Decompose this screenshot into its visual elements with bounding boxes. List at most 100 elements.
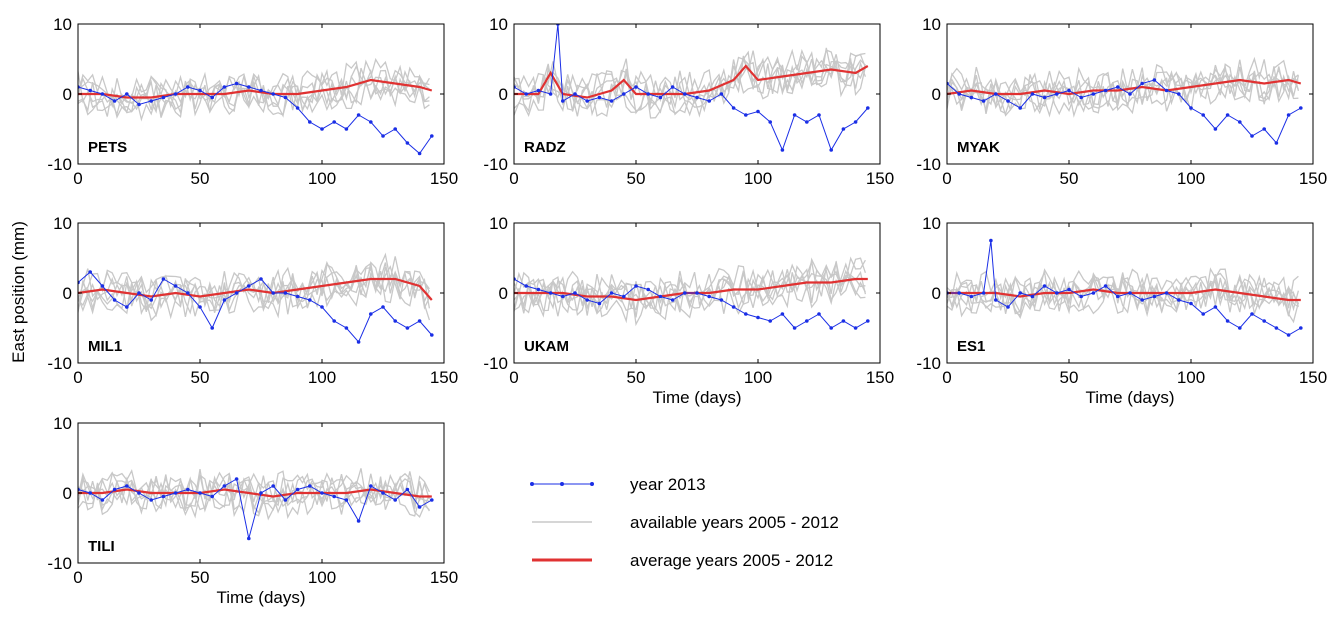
year-2013-point bbox=[536, 88, 541, 93]
year-2013-point bbox=[112, 99, 117, 103]
year-2013-point bbox=[1116, 85, 1120, 89]
y-tick-label: 0 bbox=[499, 284, 508, 303]
y-tick-label: -10 bbox=[483, 155, 508, 174]
y-tick-label: -10 bbox=[47, 354, 72, 373]
year-2013-point bbox=[283, 498, 288, 502]
year-2013-point bbox=[405, 326, 410, 330]
year-2013-point bbox=[1103, 88, 1108, 93]
x-tick-label: 0 bbox=[509, 368, 518, 387]
year-2013-point bbox=[295, 106, 300, 110]
year-2013-point bbox=[1055, 92, 1059, 96]
year-2013-point bbox=[731, 106, 736, 110]
year-2013-point bbox=[417, 151, 422, 156]
year-2013-point bbox=[957, 291, 961, 295]
plot-area bbox=[78, 252, 434, 344]
y-tick-label: 0 bbox=[63, 85, 72, 104]
y-tick-label: -10 bbox=[916, 354, 941, 373]
year-2013-point bbox=[320, 127, 324, 131]
legend-label-available: available years 2005 - 2012 bbox=[630, 513, 839, 532]
year-2013-point bbox=[744, 312, 748, 316]
y-tick-label: 0 bbox=[499, 85, 508, 104]
year-2013-point bbox=[369, 484, 373, 488]
x-tick-label: 150 bbox=[866, 169, 894, 188]
year-2013-point bbox=[1189, 301, 1193, 306]
year-2013-point bbox=[609, 99, 614, 103]
year-2013-point bbox=[1018, 291, 1022, 295]
year-2013-point bbox=[573, 92, 577, 96]
plot-area bbox=[947, 238, 1303, 337]
x-tick-label: 100 bbox=[1177, 368, 1205, 387]
year-2013-point bbox=[161, 494, 166, 499]
year-2013-point bbox=[1299, 106, 1303, 110]
year-2013-point bbox=[198, 305, 202, 309]
year-2013-point bbox=[780, 148, 785, 152]
x-tick-label: 150 bbox=[430, 169, 458, 188]
year-2013-point bbox=[1079, 294, 1083, 299]
year-2013-point bbox=[719, 92, 724, 96]
available-years-line bbox=[78, 477, 430, 517]
year-2013-point bbox=[1030, 294, 1035, 299]
year-2013-point bbox=[524, 284, 528, 288]
year-2013-point bbox=[173, 92, 178, 96]
x-tick-label: 50 bbox=[191, 568, 210, 587]
available-years-line bbox=[78, 65, 430, 114]
available-years-line bbox=[947, 64, 1299, 109]
year-2013-point bbox=[792, 326, 797, 330]
year-2013-point bbox=[393, 498, 398, 502]
year-2013-point bbox=[356, 519, 361, 523]
year-2013-point bbox=[210, 494, 214, 499]
year-2013-point bbox=[805, 120, 809, 124]
y-tick-label: 10 bbox=[53, 214, 72, 233]
available-years-line bbox=[514, 58, 867, 115]
year-2013-point bbox=[247, 536, 251, 541]
year-2013-point bbox=[1250, 312, 1254, 316]
year-2013-point bbox=[271, 291, 276, 295]
year-2013-point bbox=[161, 277, 166, 281]
year-2013-point bbox=[853, 120, 858, 124]
year-2013-point bbox=[271, 484, 276, 488]
year-2013-point bbox=[186, 291, 190, 295]
y-tick-label: 10 bbox=[922, 214, 941, 233]
available-years-line bbox=[78, 252, 430, 308]
year-2013-point bbox=[1006, 99, 1010, 103]
year-2013-point bbox=[1152, 78, 1157, 82]
year-2013-point bbox=[817, 312, 821, 316]
x-tick-label: 50 bbox=[1060, 169, 1079, 188]
year-2013-point bbox=[1055, 291, 1059, 295]
year-2013-point bbox=[561, 99, 565, 103]
year-2013-point bbox=[1030, 92, 1035, 96]
available-years-line bbox=[514, 256, 866, 308]
year-2013-point bbox=[1091, 92, 1096, 96]
year-2013-point bbox=[137, 491, 141, 495]
year-2013-point bbox=[283, 291, 288, 295]
year-2013-point bbox=[1299, 326, 1303, 330]
year-2013-point bbox=[173, 284, 178, 288]
year-2013-line bbox=[947, 79, 1302, 144]
legend-marker bbox=[530, 482, 534, 486]
year-2013-point bbox=[756, 315, 760, 320]
year-2013-point bbox=[405, 487, 410, 492]
year-2013-point bbox=[1006, 305, 1010, 309]
year-2013-point bbox=[1103, 284, 1108, 288]
year-2013-point bbox=[308, 484, 312, 488]
year-2013-point bbox=[1091, 291, 1096, 295]
year-2013-point bbox=[100, 498, 105, 502]
legend-marker bbox=[590, 482, 594, 486]
x-tick-label: 100 bbox=[744, 368, 772, 387]
year-2013-point bbox=[670, 298, 675, 302]
station-label: MIL1 bbox=[88, 338, 122, 355]
year-2013-point bbox=[125, 92, 129, 96]
year-2013-point bbox=[381, 134, 385, 138]
year-2013-point bbox=[634, 284, 638, 288]
year-2013-point bbox=[356, 340, 361, 344]
year-2013-point bbox=[259, 491, 263, 495]
year-2013-point bbox=[695, 291, 699, 295]
year-2013-point bbox=[994, 298, 998, 302]
year-2013-point bbox=[1128, 92, 1132, 96]
year-2013-point bbox=[344, 127, 349, 131]
year-2013-point bbox=[247, 284, 251, 288]
x-tick-label: 150 bbox=[1299, 368, 1327, 387]
